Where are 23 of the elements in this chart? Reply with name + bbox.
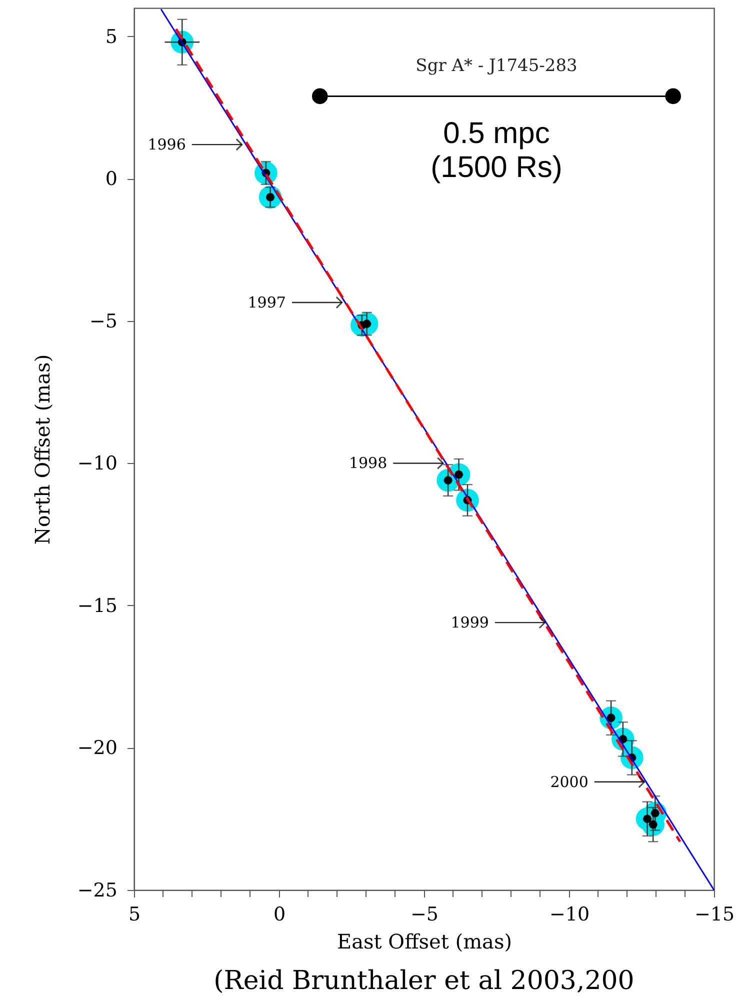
x-tick-label: −15 bbox=[694, 904, 735, 926]
x-tick-label: 0 bbox=[273, 904, 286, 926]
y-tick-label: −5 bbox=[89, 310, 118, 332]
annotation: 1999 bbox=[450, 614, 489, 632]
y-tick-label: −10 bbox=[77, 452, 118, 475]
annotation: 1996 bbox=[148, 136, 186, 154]
y-axis-title: North Offset (mas) bbox=[30, 354, 54, 545]
y-tick-label: −25 bbox=[77, 880, 118, 902]
annotation: 2000 bbox=[550, 772, 588, 791]
series-label: Sgr A* - J1745-283 bbox=[416, 56, 578, 76]
x-tick-label: −10 bbox=[549, 904, 590, 926]
x-tick-label: −5 bbox=[410, 904, 439, 926]
y-tick-label: 5 bbox=[105, 26, 118, 48]
y-tick-label: 0 bbox=[105, 168, 118, 190]
annotation: 1998 bbox=[348, 454, 388, 472]
x-axis-title: East Offset (mas) bbox=[336, 930, 512, 954]
y-tick-label: −15 bbox=[77, 594, 118, 617]
x-tick-label: 5 bbox=[128, 904, 141, 926]
y-tick-label: −20 bbox=[77, 737, 118, 760]
annotation: (1500 Rs) bbox=[430, 151, 562, 184]
annotation: 0.5 mpc bbox=[443, 117, 550, 150]
text: (Reid Brunthaler et al 2003,200 bbox=[214, 966, 634, 996]
annotation: 1997 bbox=[248, 293, 286, 312]
